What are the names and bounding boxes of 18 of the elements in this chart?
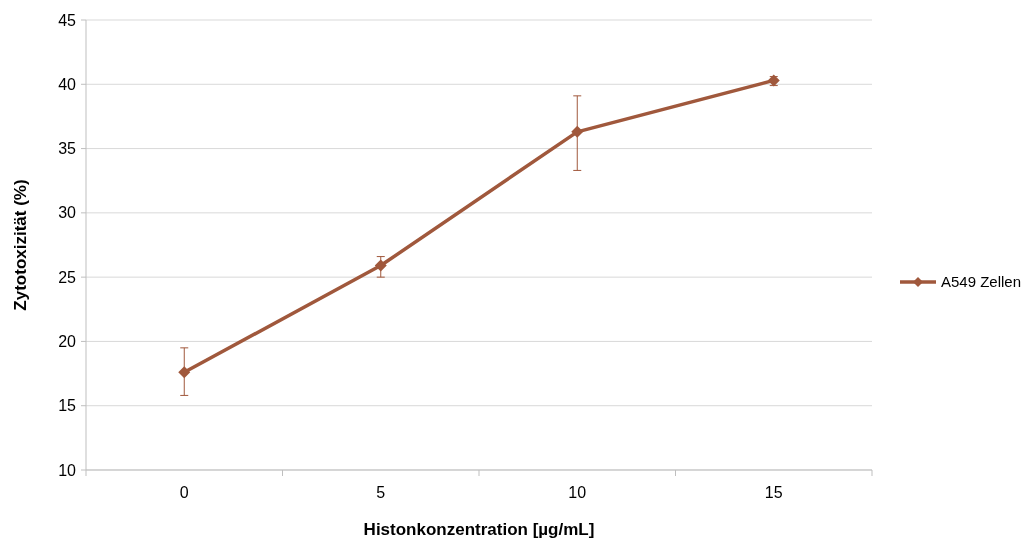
y-tick-label: 45 <box>58 11 77 29</box>
x-tick-label: 15 <box>764 484 783 501</box>
y-axis-title: Zytotoxizität (%) <box>11 179 30 311</box>
point <box>374 259 387 272</box>
y-tick-label: 10 <box>58 461 77 479</box>
point <box>178 366 191 379</box>
y-tick-label: 25 <box>58 268 77 286</box>
legend-label: A549 Zellen <box>941 273 1022 291</box>
y-tick-label: 40 <box>58 75 77 93</box>
y-tick-label: 20 <box>58 333 77 351</box>
point <box>571 125 584 138</box>
x-tick-label: 5 <box>376 484 386 501</box>
x-tick-label: 10 <box>568 484 587 501</box>
y-tick-label: 15 <box>58 397 77 415</box>
y-tick-label: 30 <box>58 204 77 222</box>
x-axis-title: Histonkonzentration [µg/mL] <box>363 520 595 539</box>
x-tick-label: 0 <box>179 484 189 501</box>
y-tick-label: 35 <box>58 140 77 158</box>
